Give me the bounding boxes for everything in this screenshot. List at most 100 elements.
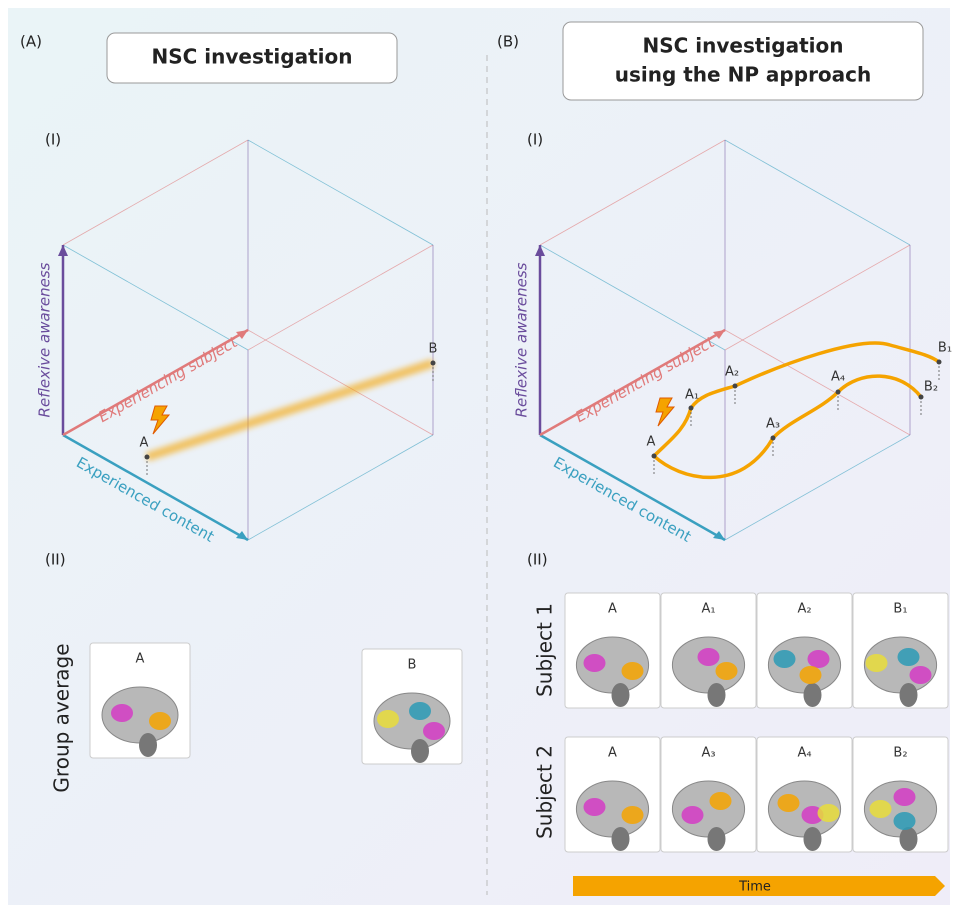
axis-head bbox=[713, 531, 725, 540]
point-label: B₂ bbox=[924, 380, 938, 395]
card-label: A bbox=[136, 652, 145, 667]
brain-region bbox=[773, 650, 796, 668]
brain-region bbox=[409, 702, 431, 720]
point bbox=[936, 359, 942, 365]
point-label: A bbox=[140, 436, 149, 451]
brain-region bbox=[893, 788, 916, 806]
card-label: A₂ bbox=[797, 602, 811, 617]
brain-stem bbox=[899, 827, 918, 851]
brain-stem bbox=[899, 683, 918, 707]
card-label: B bbox=[408, 658, 417, 673]
axis-head bbox=[535, 245, 545, 256]
brain-stem bbox=[611, 827, 630, 851]
brain-region bbox=[709, 792, 732, 810]
point bbox=[144, 454, 150, 460]
cube-edge bbox=[539, 139, 726, 246]
point-label: B bbox=[429, 342, 438, 357]
brain-region bbox=[807, 650, 830, 668]
cube-edge bbox=[724, 244, 911, 351]
card-label: B₂ bbox=[893, 746, 907, 761]
axis-head bbox=[58, 245, 68, 256]
brain-region bbox=[621, 662, 644, 680]
brain-region bbox=[111, 704, 133, 722]
point bbox=[430, 360, 436, 366]
brain-region bbox=[681, 806, 704, 824]
cube-edge bbox=[62, 139, 249, 246]
point bbox=[770, 435, 776, 441]
cube-edge bbox=[724, 139, 911, 246]
time-label: Time bbox=[738, 880, 771, 895]
brain bbox=[671, 780, 746, 838]
cube-edge bbox=[724, 329, 911, 436]
point bbox=[688, 405, 694, 411]
axis-label: Reflexive awareness bbox=[36, 262, 54, 417]
brain-stem bbox=[803, 827, 822, 851]
brain-region bbox=[869, 800, 892, 818]
panel-title: NSC investigation bbox=[151, 45, 352, 69]
brain-region bbox=[777, 794, 800, 812]
brain-stem bbox=[707, 683, 726, 707]
card-label: A₄ bbox=[797, 746, 811, 761]
point-label: B₁ bbox=[938, 341, 952, 356]
card-label: A bbox=[608, 746, 617, 761]
brain-region bbox=[377, 710, 399, 728]
brain-region bbox=[817, 804, 840, 822]
brain-region bbox=[909, 666, 932, 684]
point-label: A₃ bbox=[766, 417, 780, 432]
cube-edge bbox=[247, 434, 434, 541]
brain-region bbox=[697, 648, 720, 666]
axis bbox=[62, 328, 249, 437]
time-arrow bbox=[573, 876, 945, 896]
brain-region bbox=[799, 666, 822, 684]
cube-edge bbox=[247, 244, 434, 351]
point-label: A₂ bbox=[725, 365, 739, 380]
axis bbox=[62, 433, 249, 542]
brain-region bbox=[621, 806, 644, 824]
point-label: A₁ bbox=[685, 388, 699, 403]
point bbox=[651, 453, 657, 459]
row-label: Group average bbox=[50, 643, 74, 792]
cube-edge bbox=[247, 329, 434, 436]
row-label: Subject 2 bbox=[533, 745, 557, 839]
panel-title: NSC investigation bbox=[642, 34, 843, 58]
brain-stem bbox=[611, 683, 630, 707]
point bbox=[835, 389, 841, 395]
brain-stem bbox=[411, 739, 429, 763]
title-box bbox=[106, 32, 398, 84]
panel-letter: (B) bbox=[497, 33, 519, 51]
cube-edge bbox=[62, 244, 249, 351]
brain-region bbox=[865, 654, 888, 672]
card-label: A₃ bbox=[701, 746, 715, 761]
brain-stem bbox=[707, 827, 726, 851]
card-label: A bbox=[608, 602, 617, 617]
brain-region bbox=[897, 648, 920, 666]
brain-region bbox=[583, 654, 606, 672]
brain-region bbox=[423, 722, 445, 740]
axis-head bbox=[236, 531, 248, 540]
axis-label: Reflexive awareness bbox=[513, 262, 531, 417]
part-label: (I) bbox=[45, 131, 61, 149]
card-label: A₁ bbox=[701, 602, 715, 617]
cube-edge bbox=[724, 434, 911, 541]
brain-region bbox=[893, 812, 916, 830]
part-label: (II) bbox=[45, 551, 66, 569]
trajectory bbox=[652, 341, 941, 458]
panel-title: using the NP approach bbox=[615, 63, 872, 87]
card-label: B₁ bbox=[893, 602, 907, 617]
brain-region bbox=[715, 662, 738, 680]
axis bbox=[539, 328, 726, 437]
transition-glow bbox=[145, 358, 435, 462]
cube-edge bbox=[247, 139, 434, 246]
panel-letter: (A) bbox=[20, 33, 42, 51]
trajectory bbox=[652, 374, 923, 480]
axis bbox=[539, 433, 726, 542]
axis-head bbox=[713, 330, 725, 339]
brain-stem bbox=[139, 733, 157, 757]
lightning bbox=[150, 405, 171, 435]
cube-edge bbox=[539, 244, 726, 351]
row-label: Subject 1 bbox=[533, 603, 557, 697]
point bbox=[918, 394, 924, 400]
brain-region bbox=[583, 798, 606, 816]
brain-stem bbox=[803, 683, 822, 707]
